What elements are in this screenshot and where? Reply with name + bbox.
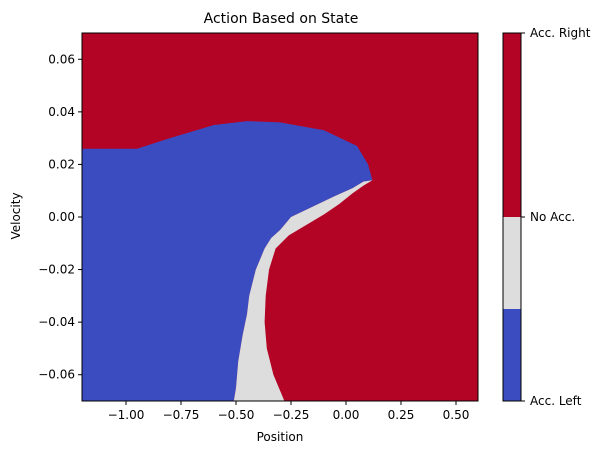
y-tick-label: 0.02 [48,157,75,171]
y-tick-label: −0.06 [38,368,75,382]
x-tick-label: −0.50 [218,408,255,422]
plot-area [81,32,479,402]
colorbar-tick-label: No Acc. [530,210,575,224]
x-axis-ticks: −1.00 −0.75 −0.50 −0.25 0.00 0.25 0.50 [108,401,470,422]
y-tick-label: 0.06 [48,52,75,66]
y-axis-ticks: −0.06 −0.04 −0.02 0.00 0.02 0.04 0.06 [38,52,82,382]
region-no-acc-1 [233,180,373,401]
colorbar-tick-label: Acc. Left [530,394,582,408]
y-tick-label: 0.00 [48,210,75,224]
y-tick-label: −0.02 [38,263,75,277]
region-acc-left-0 [82,121,373,401]
y-axis-label: Velocity [9,192,23,239]
x-axis-label: Position [257,430,304,444]
colorbar-segment-acc-right [503,33,521,217]
y-tick-label: −0.04 [38,315,75,329]
y-tick-label: 0.04 [48,105,75,119]
x-tick-label: 0.00 [333,408,360,422]
chart-title: Action Based on State [204,11,359,27]
colorbar-segment-no-acc [503,217,521,309]
colorbar-tick-label: Acc. Right [530,26,591,40]
x-tick-label: 0.25 [388,408,415,422]
colorbar-segment-acc-left [503,309,521,401]
x-tick-label: −1.00 [108,408,145,422]
colorbar: Acc. Left No Acc. Acc. Right [502,26,591,408]
x-tick-label: −0.75 [163,408,200,422]
x-tick-label: −0.25 [273,408,310,422]
x-tick-label: 0.50 [443,408,470,422]
